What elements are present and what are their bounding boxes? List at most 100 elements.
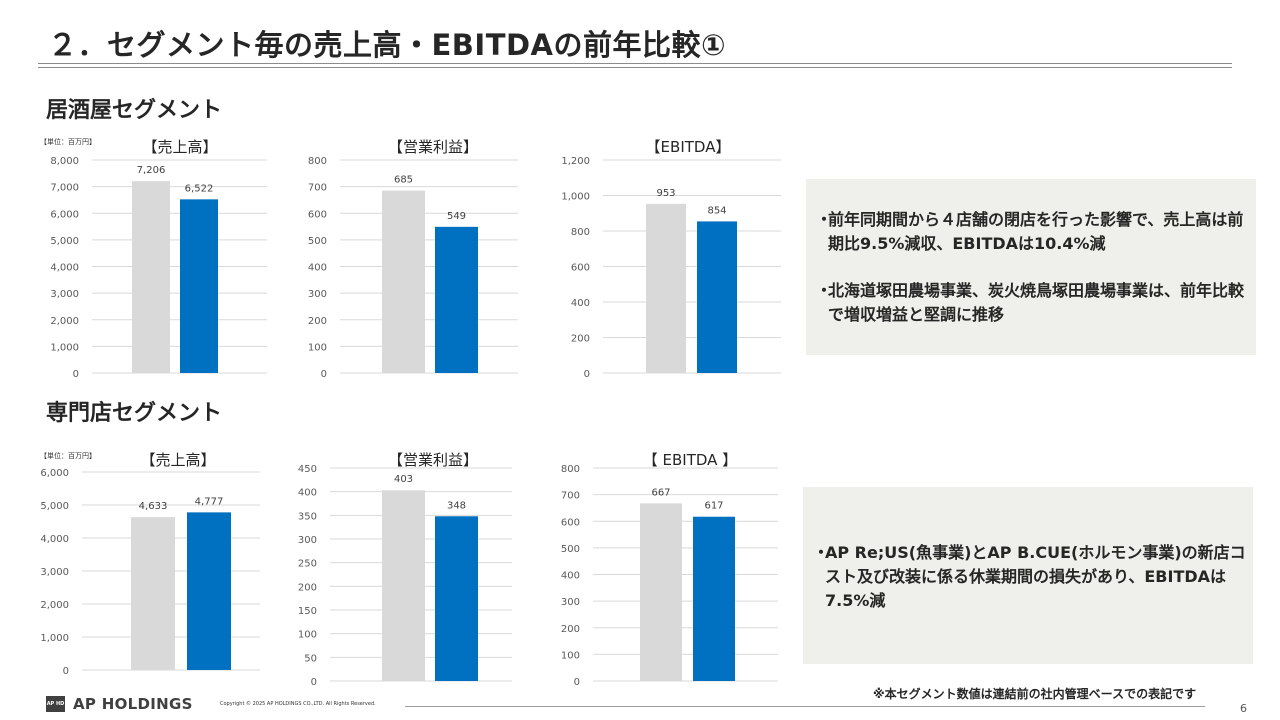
chart-title-sales: 【売上高】: [140, 451, 216, 469]
y-tick-label: 50: [304, 653, 317, 664]
data-label: 667: [651, 487, 670, 498]
note-item: ・ 北海道塚田農場事業、炭火焼鳥塚田農場事業は、前年比較で増収増益と堅調に推移: [816, 279, 1250, 327]
y-tick-label: 200: [308, 316, 327, 327]
note-box-izakaya: ・ 前年同期間から４店舗の閉店を行った影響で、売上高は前期比9.5%減収、EBI…: [806, 179, 1256, 355]
y-tick-label: 0: [584, 369, 590, 380]
y-tick-label: 1,000: [40, 633, 69, 644]
y-tick-label: 400: [561, 571, 580, 582]
bar-current-year: [693, 516, 735, 681]
bar-prev-year: [646, 203, 686, 373]
y-tick-label: 0: [63, 666, 69, 677]
footer-rule: [405, 706, 1205, 707]
data-label: 6,522: [185, 183, 214, 194]
y-tick-label: 800: [561, 464, 580, 475]
y-tick-label: 300: [308, 289, 327, 300]
y-tick-label: 300: [298, 535, 317, 546]
y-tick-label: 400: [298, 488, 317, 499]
title-rule: [38, 63, 1232, 64]
y-tick-label: 800: [571, 227, 590, 238]
y-tick-label: 2,000: [50, 316, 79, 327]
y-tick-label: 700: [561, 491, 580, 502]
y-tick-label: 4,000: [50, 263, 79, 274]
note-box-specialty: ・ AP Re;US(魚事業)とAP B.CUE(ホルモン事業)の新店コスト及び…: [803, 487, 1253, 664]
chart-title-sales: 【売上高】: [142, 138, 218, 156]
unit-label: 【単位：百万円】: [40, 452, 96, 460]
bar-current-year: [180, 199, 218, 373]
footnote: ※本セグメント数値は連結前の社内管理ベースでの表記です: [873, 687, 1197, 701]
y-tick-label: 7,000: [50, 183, 79, 194]
y-tick-label: 100: [298, 630, 317, 641]
data-label: 685: [394, 175, 413, 186]
y-tick-label: 450: [298, 464, 317, 475]
unit-label: 【単位：百万円】: [40, 138, 96, 146]
y-tick-label: 0: [311, 677, 317, 688]
y-tick-label: 0: [574, 677, 580, 688]
data-label: 7,206: [137, 165, 166, 176]
note-item: ・ AP Re;US(魚事業)とAP B.CUE(ホルモン事業)の新店コスト及び…: [813, 541, 1247, 613]
chart-title-op-profit: 【営業利益】: [387, 451, 478, 469]
data-label: 348: [447, 500, 466, 511]
y-tick-label: 6,000: [50, 209, 79, 220]
y-tick-label: 700: [308, 183, 327, 194]
logo-mark: AP HD: [46, 696, 65, 712]
note-text: AP Re;US(魚事業)とAP B.CUE(ホルモン事業)の新店コスト及び改装…: [825, 543, 1246, 610]
y-tick-label: 150: [298, 606, 317, 617]
bar-chart-izakaya-op-profit: 0 100 200 300 400 500 600 700 800 685 549: [308, 156, 518, 380]
y-tick-label: 200: [561, 624, 580, 635]
y-tick-label: 350: [298, 511, 317, 522]
y-tick-label: 800: [308, 156, 327, 167]
bar-prev-year: [382, 190, 425, 373]
y-tick-label: 3,000: [50, 289, 79, 300]
y-tick-label: 400: [308, 263, 327, 274]
y-tick-label: 200: [571, 334, 590, 345]
y-tick-label: 100: [561, 650, 580, 661]
y-tick-label: 250: [298, 559, 317, 570]
y-tick-label: 400: [571, 298, 590, 309]
bar-chart-izakaya-ebitda: 0 200 400 600 800 1,000 1,200 953 854: [561, 156, 781, 380]
segment-heading-specialty: 専門店セグメント: [46, 401, 223, 426]
y-tick-label: 600: [571, 263, 590, 274]
data-label: 4,633: [139, 501, 168, 512]
bar-prev-year: [382, 490, 425, 681]
y-tick-label: 4,000: [40, 534, 69, 545]
bar-chart-specialty-sales: 0 1,000 2,000 3,000 4,000 5,000 6,000 4,633 4,77…: [40, 468, 260, 677]
y-tick-label: 200: [298, 582, 317, 593]
y-tick-label: 600: [308, 209, 327, 220]
y-tick-label: 0: [73, 369, 79, 380]
y-tick-label: 0: [321, 369, 327, 380]
y-tick-label: 8,000: [50, 156, 79, 167]
bullet: ・: [816, 281, 833, 300]
bar-prev-year: [640, 503, 682, 681]
bar-current-year: [187, 512, 231, 670]
y-tick-label: 2,000: [40, 600, 69, 611]
bullet: ・: [813, 543, 830, 562]
y-tick-label: 300: [561, 597, 580, 608]
bar-current-year: [435, 226, 478, 373]
logo-text: AP HOLDINGS: [73, 695, 193, 713]
y-tick-label: 1,000: [50, 342, 79, 353]
page-title: ２．セグメント毎の売上高・EBITDAの前年比較①: [48, 28, 727, 62]
y-tick-label: 600: [561, 517, 580, 528]
note-item: ・ 前年同期間から４店舗の閉店を行った影響で、売上高は前期比9.5%減収、EBI…: [816, 208, 1250, 256]
data-label: 403: [394, 474, 413, 485]
note-text: 北海道塚田農場事業、炭火焼鳥塚田農場事業は、前年比較で増収増益と堅調に推移: [828, 281, 1245, 324]
bar-prev-year: [132, 181, 170, 373]
y-tick-label: 1,200: [561, 156, 590, 167]
data-label: 617: [704, 501, 723, 512]
bar-chart-specialty-ebitda: 0 100 200 300 400 500 600 700 800 667 617: [561, 464, 778, 688]
chart-title-op-profit: 【営業利益】: [387, 138, 478, 156]
company-logo: AP HD AP HOLDINGS: [46, 695, 193, 713]
y-tick-label: 1,000: [561, 192, 590, 203]
data-label: 4,777: [195, 496, 224, 507]
bar-chart-izakaya-sales: 0 1,000 2,000 3,000 4,000 5,000 6,000 7,000 8,00…: [50, 156, 267, 380]
chart-title-ebitda: 【 EBITDA 】: [642, 451, 738, 469]
bar-chart-specialty-op-profit: 0 50 100 150 200 250 300 350 400 450 403 348: [298, 464, 512, 688]
y-tick-label: 3,000: [40, 567, 69, 578]
page-number: 6: [1240, 702, 1247, 715]
title-rule-double: [38, 67, 1232, 68]
y-tick-label: 5,000: [40, 501, 69, 512]
chart-title-ebitda: 【EBITDA】: [645, 138, 731, 156]
note-text: 前年同期間から４店舗の閉店を行った影響で、売上高は前期比9.5%減収、EBITD…: [828, 210, 1244, 253]
bullet: ・: [816, 210, 833, 229]
bar-current-year: [697, 221, 737, 373]
